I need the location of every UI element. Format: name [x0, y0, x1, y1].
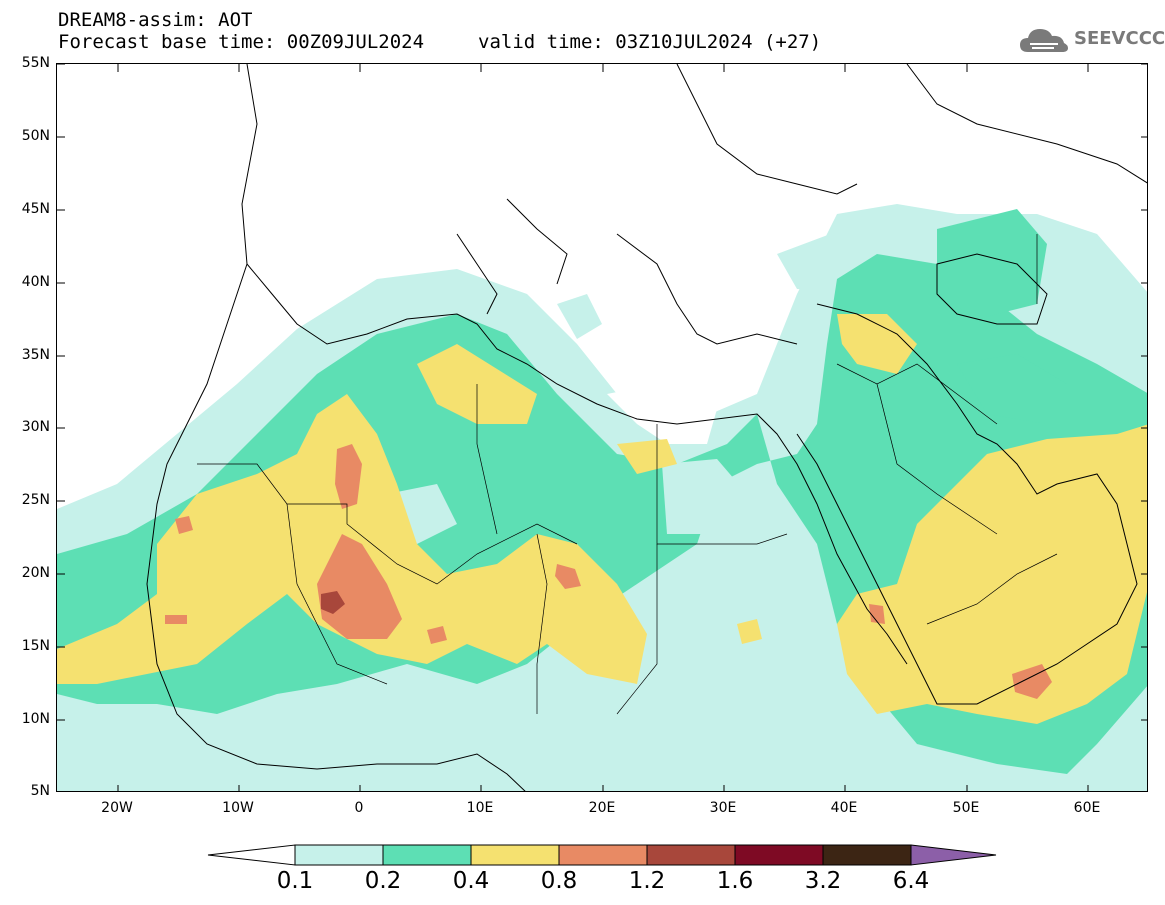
aot-field	[57, 64, 1147, 791]
colorbar-bin-3	[470, 844, 560, 866]
lon-label-50e: 50E	[952, 800, 980, 816]
lat-label-25n: 25N	[21, 492, 50, 508]
lon-label-10w: 10W	[222, 800, 254, 816]
seevccc-logo: SEEVCCC	[1018, 22, 1165, 58]
colorbar-label-0-2: 0.2	[364, 868, 402, 894]
country-borders	[197, 234, 1058, 715]
colorbar-label-1-6: 1.6	[716, 868, 754, 894]
colorbar-bin-7	[822, 844, 912, 866]
lat-label-35n: 35N	[21, 347, 50, 363]
lon-label-0: 0	[354, 800, 364, 816]
colorbar-label-3-2: 3.2	[804, 868, 842, 894]
lon-label-40e: 40E	[830, 800, 858, 816]
lon-label-30e: 30E	[709, 800, 737, 816]
logo-text: SEEVCCC	[1074, 28, 1165, 49]
lon-label-20e: 20E	[588, 800, 616, 816]
colorbar-max-arrow	[910, 844, 997, 866]
lon-label-20w: 20W	[101, 800, 133, 816]
valid-time: valid time: 03Z10JUL2024 (+27)	[478, 31, 822, 53]
lat-label-30n: 30N	[21, 419, 50, 435]
colorbar	[207, 844, 997, 866]
lon-label-60e: 60E	[1073, 800, 1101, 816]
lat-label-5n: 5N	[30, 783, 50, 799]
lat-label-55n: 55N	[21, 55, 50, 71]
lat-label-50n: 50N	[21, 128, 50, 144]
map-ticks	[57, 64, 1147, 791]
colorbar-bin-1	[294, 844, 384, 866]
aot-level-12	[321, 591, 345, 614]
lat-label-40n: 40N	[21, 274, 50, 290]
lat-label-10n: 10N	[21, 711, 50, 727]
colorbar-bin-6	[734, 844, 824, 866]
aot-level-08	[165, 444, 1052, 699]
cloud-icon	[1020, 29, 1068, 52]
aot-map	[56, 63, 1148, 792]
colorbar-bin-4	[558, 844, 648, 866]
colorbar-label-0-1: 0.1	[276, 868, 314, 894]
colorbar-min-arrow	[207, 844, 296, 866]
lat-label-20n: 20N	[21, 565, 50, 581]
lat-label-15n: 15N	[21, 638, 50, 654]
colorbar-bin-5	[646, 844, 736, 866]
map-title: DREAM8-assim: AOT	[58, 9, 253, 31]
coastlines	[146, 64, 1147, 791]
lat-label-45n: 45N	[21, 201, 50, 217]
colorbar-label-6-4: 6.4	[892, 868, 930, 894]
colorbar-label-0-8: 0.8	[540, 868, 578, 894]
lon-label-10e: 10E	[466, 800, 494, 816]
colorbar-bin-2	[382, 844, 472, 866]
colorbar-label-0-4: 0.4	[452, 868, 490, 894]
forecast-base-time: Forecast base time: 00Z09JUL2024	[58, 31, 425, 53]
colorbar-label-1-2: 1.2	[628, 868, 666, 894]
